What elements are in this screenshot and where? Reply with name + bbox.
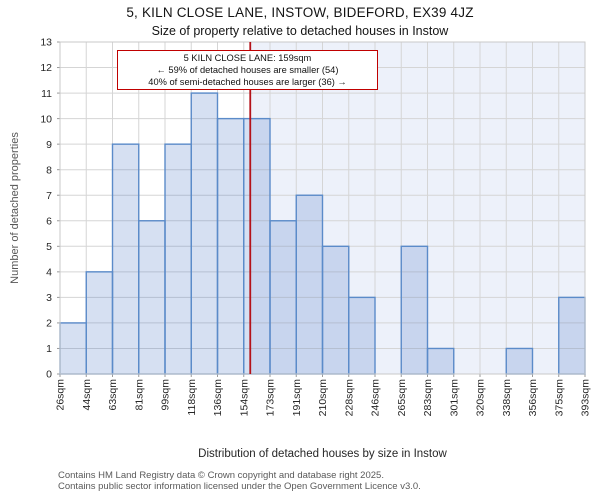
bar-338sqm [505, 347, 534, 375]
svg-text:301sqm: 301sqm [448, 379, 460, 417]
svg-text:6: 6 [46, 215, 52, 227]
svg-text:3: 3 [46, 292, 52, 304]
svg-text:338sqm: 338sqm [501, 379, 513, 417]
svg-text:210sqm: 210sqm [317, 379, 329, 417]
svg-text:12: 12 [40, 62, 52, 74]
svg-text:136sqm: 136sqm [212, 379, 224, 417]
svg-text:8: 8 [46, 164, 52, 176]
bar-154sqm [243, 117, 271, 375]
bar-81sqm [138, 220, 166, 375]
bar-283sqm [426, 347, 455, 375]
svg-text:0: 0 [46, 369, 52, 381]
plot-border [59, 41, 586, 375]
bar-191sqm [295, 194, 324, 375]
footer-copyright-line: Contains HM Land Registry data © Crown c… [58, 470, 384, 481]
bar-99sqm [164, 143, 192, 375]
bar-210sqm [321, 245, 350, 375]
svg-text:283sqm: 283sqm [422, 379, 434, 417]
y-axis-title: Number of detached properties [9, 132, 21, 284]
svg-text:320sqm: 320sqm [475, 379, 487, 417]
svg-text:13: 13 [40, 37, 52, 49]
svg-text:5: 5 [46, 241, 52, 253]
svg-text:7: 7 [46, 190, 52, 202]
svg-text:191sqm: 191sqm [291, 379, 303, 417]
svg-text:246sqm: 246sqm [370, 379, 382, 417]
chart-title: 5, KILN CLOSE LANE, INSTOW, BIDEFORD, EX… [126, 5, 474, 20]
svg-text:9: 9 [46, 139, 52, 151]
x-axis-title: Distribution of detached houses by size … [198, 448, 447, 460]
svg-text:26sqm: 26sqm [55, 379, 67, 411]
svg-text:99sqm: 99sqm [160, 379, 172, 411]
svg-text:44sqm: 44sqm [81, 379, 93, 411]
histogram-bars [59, 92, 586, 375]
bar-265sqm [400, 245, 429, 375]
footer: Contains HM Land Registry data © Crown c… [58, 470, 598, 492]
svg-text:356sqm: 356sqm [527, 379, 539, 417]
bar-375sqm [558, 296, 586, 375]
svg-text:11: 11 [41, 88, 52, 100]
bar-136sqm [216, 117, 245, 375]
svg-text:265sqm: 265sqm [396, 379, 408, 417]
svg-text:173sqm: 173sqm [265, 379, 277, 417]
svg-text:154sqm: 154sqm [238, 379, 250, 417]
annotation-smaller-stat: ← 59% of detached houses are smaller (54… [156, 65, 339, 76]
svg-text:375sqm: 375sqm [553, 379, 565, 417]
annotation-property-size: 5 KILN CLOSE LANE: 159sqm [183, 53, 312, 63]
footer-licence-line: Contains public sector information licen… [58, 481, 421, 493]
bar-118sqm [190, 92, 219, 375]
svg-text:2: 2 [46, 318, 52, 330]
svg-text:4: 4 [46, 267, 52, 279]
bar-26sqm [59, 322, 87, 375]
svg-text:81sqm: 81sqm [133, 379, 145, 411]
svg-text:1: 1 [46, 343, 52, 355]
svg-text:393sqm: 393sqm [580, 379, 592, 417]
bar-173sqm [269, 220, 297, 375]
svg-text:10: 10 [40, 113, 52, 125]
chart-subtitle: Size of property relative to detached ho… [151, 24, 449, 38]
bar-44sqm [85, 271, 114, 375]
svg-text:118sqm: 118sqm [186, 379, 198, 416]
bar-228sqm [348, 296, 376, 375]
annotation-box: 5 KILN CLOSE LANE: 159sqm ← 59% of detac… [117, 50, 378, 90]
bar-63sqm [111, 143, 140, 375]
larger-properties-region [250, 42, 585, 374]
svg-text:228sqm: 228sqm [343, 379, 355, 417]
svg-text:63sqm: 63sqm [107, 379, 119, 411]
x-tick-labels: 26sqm 44sqm 63sqm 81sqm 99sqm 118sqm 136sqm 154… [55, 379, 592, 417]
annotation-larger-stat: 40% of semi-detached houses are larger (… [148, 77, 347, 88]
